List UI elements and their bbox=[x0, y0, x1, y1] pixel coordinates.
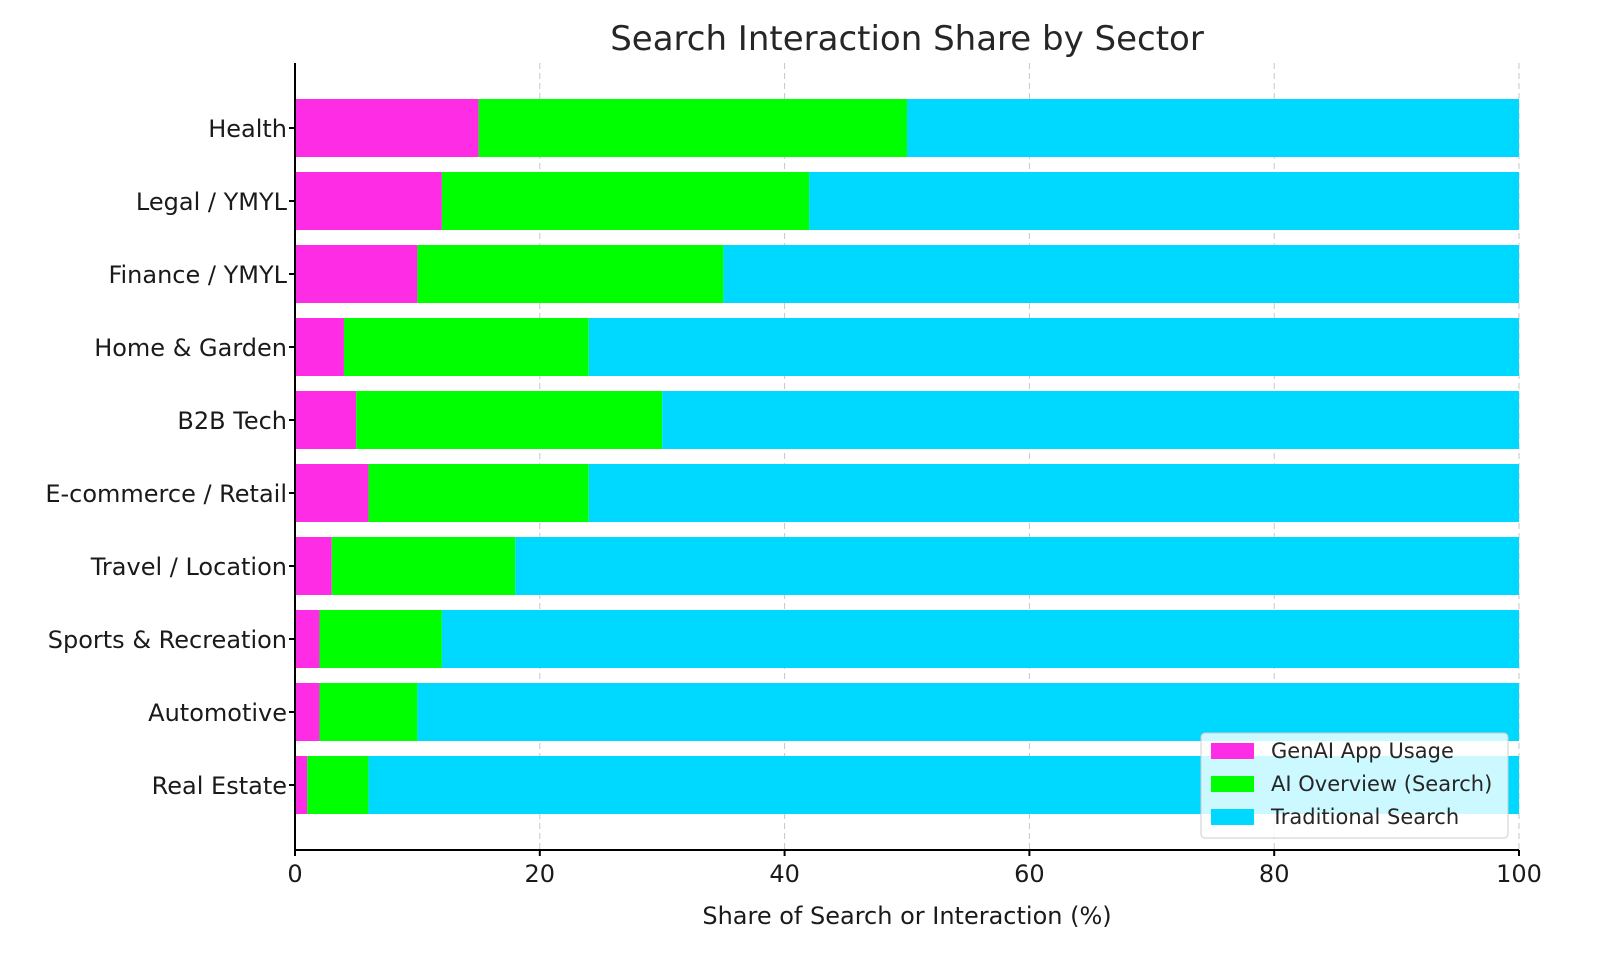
bar-sports-recreation-series-1 bbox=[319, 610, 442, 668]
chart-title: Search Interaction Share by Sector bbox=[610, 19, 1204, 59]
bar-home-garden-series-0 bbox=[295, 318, 344, 376]
x-tick-label: 20 bbox=[525, 860, 556, 888]
bar-health-series-1 bbox=[478, 99, 907, 157]
bar-real-estate-series-1 bbox=[307, 756, 369, 814]
bar-e-commerce-retail-series-0 bbox=[295, 464, 369, 522]
bar-b2b-tech-series-2 bbox=[662, 391, 1519, 449]
bar-automotive-series-1 bbox=[319, 683, 418, 741]
bar-automotive-series-0 bbox=[295, 683, 320, 741]
bar-finance-ymyl-series-0 bbox=[295, 245, 418, 303]
bars-layer bbox=[295, 99, 1520, 814]
category-label: Finance / YMYL bbox=[108, 261, 287, 289]
axis-layer bbox=[289, 63, 1520, 856]
bar-home-garden-series-1 bbox=[343, 318, 589, 376]
x-tick-label: 60 bbox=[1014, 860, 1045, 888]
legend-label: Traditional Search bbox=[1270, 805, 1459, 829]
bar-b2b-tech-series-0 bbox=[295, 391, 357, 449]
x-tick-label: 100 bbox=[1496, 860, 1542, 888]
bar-legal-ymyl-series-1 bbox=[441, 172, 810, 230]
x-tick-label: 80 bbox=[1259, 860, 1290, 888]
category-label: Health bbox=[208, 115, 287, 143]
category-label: Travel / Location bbox=[90, 553, 287, 581]
bar-finance-ymyl-series-1 bbox=[417, 245, 724, 303]
category-label: E-commerce / Retail bbox=[45, 480, 287, 508]
legend-swatch bbox=[1211, 776, 1254, 792]
bar-e-commerce-retail-series-1 bbox=[368, 464, 589, 522]
bar-health-series-0 bbox=[295, 99, 479, 157]
legend-box bbox=[1200, 732, 1509, 839]
bar-real-estate-series-0 bbox=[295, 756, 308, 814]
category-label: Home & Garden bbox=[94, 334, 287, 362]
bar-sports-recreation-series-0 bbox=[295, 610, 320, 668]
bar-sports-recreation-series-2 bbox=[441, 610, 1519, 668]
x-tick-label: 0 bbox=[287, 860, 302, 888]
legend: GenAI App Usage AI Overview (Search) Tradi… bbox=[1200, 732, 1509, 839]
bar-health-series-2 bbox=[907, 99, 1519, 157]
bar-travel-location-series-2 bbox=[515, 537, 1519, 595]
category-label: Legal / YMYL bbox=[136, 188, 288, 216]
legend-swatch bbox=[1211, 809, 1254, 825]
bar-legal-ymyl-series-0 bbox=[295, 172, 442, 230]
bar-automotive-series-2 bbox=[417, 683, 1519, 741]
bar-finance-ymyl-series-2 bbox=[723, 245, 1519, 303]
x-tick-label: 40 bbox=[769, 860, 800, 888]
bar-home-garden-series-2 bbox=[588, 318, 1519, 376]
bar-legal-ymyl-series-2 bbox=[809, 172, 1519, 230]
labels-layer: Health Legal / YMYL Finance / YMYL Home & G… bbox=[45, 115, 1542, 888]
category-label: B2B Tech bbox=[177, 407, 287, 435]
bar-travel-location-series-1 bbox=[331, 537, 516, 595]
legend-swatch bbox=[1211, 743, 1254, 759]
bar-e-commerce-retail-series-2 bbox=[588, 464, 1519, 522]
legend-label: AI Overview (Search) bbox=[1271, 772, 1492, 796]
bar-travel-location-series-0 bbox=[295, 537, 332, 595]
legend-label: GenAI App Usage bbox=[1271, 739, 1454, 763]
category-label: Automotive bbox=[148, 699, 287, 727]
x-axis-label: Share of Search or Interaction (%) bbox=[702, 902, 1111, 930]
category-label: Sports & Recreation bbox=[48, 626, 287, 654]
bar-b2b-tech-series-1 bbox=[356, 391, 663, 449]
category-label: Real Estate bbox=[152, 772, 287, 800]
